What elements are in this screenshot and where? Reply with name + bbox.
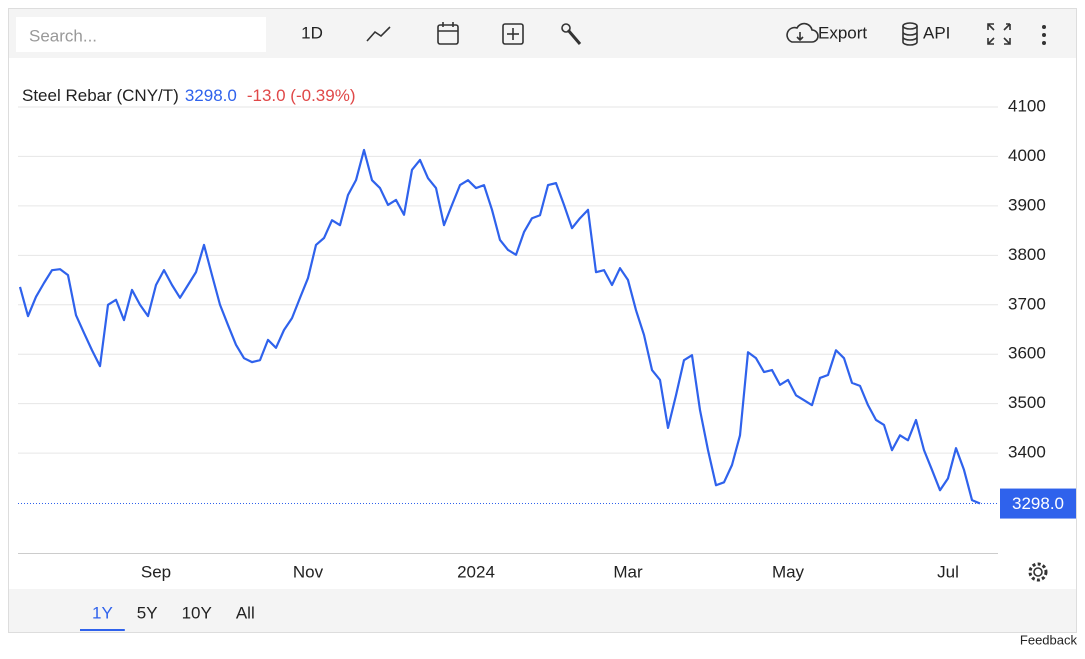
y-tick-label: 4000 [1008, 146, 1046, 165]
range-bar [9, 589, 1076, 632]
api-icon[interactable] [902, 22, 918, 46]
legend-change: -13.0 (-0.39%) [247, 86, 356, 105]
x-tick-label: Sep [141, 562, 171, 581]
x-tick-label: Nov [293, 562, 324, 581]
export-icon[interactable] [786, 22, 819, 43]
export-button[interactable]: Export [818, 23, 867, 42]
search-box[interactable] [16, 17, 266, 52]
menu-icon[interactable] [1042, 25, 1046, 45]
price-line [18, 148, 981, 505]
feedback-link[interactable]: Feedback [1020, 632, 1078, 647]
range-tab[interactable]: All [236, 603, 255, 622]
y-tick-label: 3700 [1008, 294, 1046, 313]
x-tick-label: 2024 [457, 562, 495, 581]
x-tick-label: Mar [613, 562, 643, 581]
interval-button[interactable]: 1D [301, 23, 323, 42]
y-tick-label: 4100 [1008, 96, 1046, 115]
legend-title: Steel Rebar (CNY/T) [22, 86, 179, 105]
range-tabs: 1Y 5Y 10Y All [80, 603, 255, 631]
fullscreen-icon[interactable] [987, 23, 1011, 45]
legend-price: 3298.0 [185, 86, 237, 105]
gear-icon[interactable] [1028, 562, 1048, 582]
calendar-icon[interactable] [437, 22, 459, 45]
settings-tool-icon[interactable] [561, 23, 582, 45]
y-tick-label: 3600 [1008, 344, 1046, 363]
range-tab[interactable]: 10Y [182, 603, 212, 622]
y-tick-label: 3400 [1008, 443, 1046, 462]
add-icon[interactable] [502, 23, 524, 45]
api-button[interactable]: API [923, 23, 950, 42]
y-tick-label: 3900 [1008, 195, 1046, 214]
frame [8, 8, 1077, 633]
range-tab[interactable]: 5Y [137, 603, 158, 622]
last-price-label: 3298.0 [1012, 494, 1064, 513]
legend: Steel Rebar (CNY/T) 3298.0 -13.0 (-0.39%) [22, 86, 356, 105]
search-placeholder[interactable]: Search... [29, 26, 97, 45]
x-tick-label: Jul [937, 562, 959, 581]
last-price-tag [1000, 488, 1076, 519]
chart-type-icon[interactable] [366, 26, 391, 42]
x-tick-label: May [772, 562, 805, 581]
y-tick-label: 3500 [1008, 393, 1046, 412]
range-tab[interactable]: 1Y [92, 603, 113, 622]
y-tick-label: 3800 [1008, 245, 1046, 264]
range-tab-underline [80, 629, 125, 631]
